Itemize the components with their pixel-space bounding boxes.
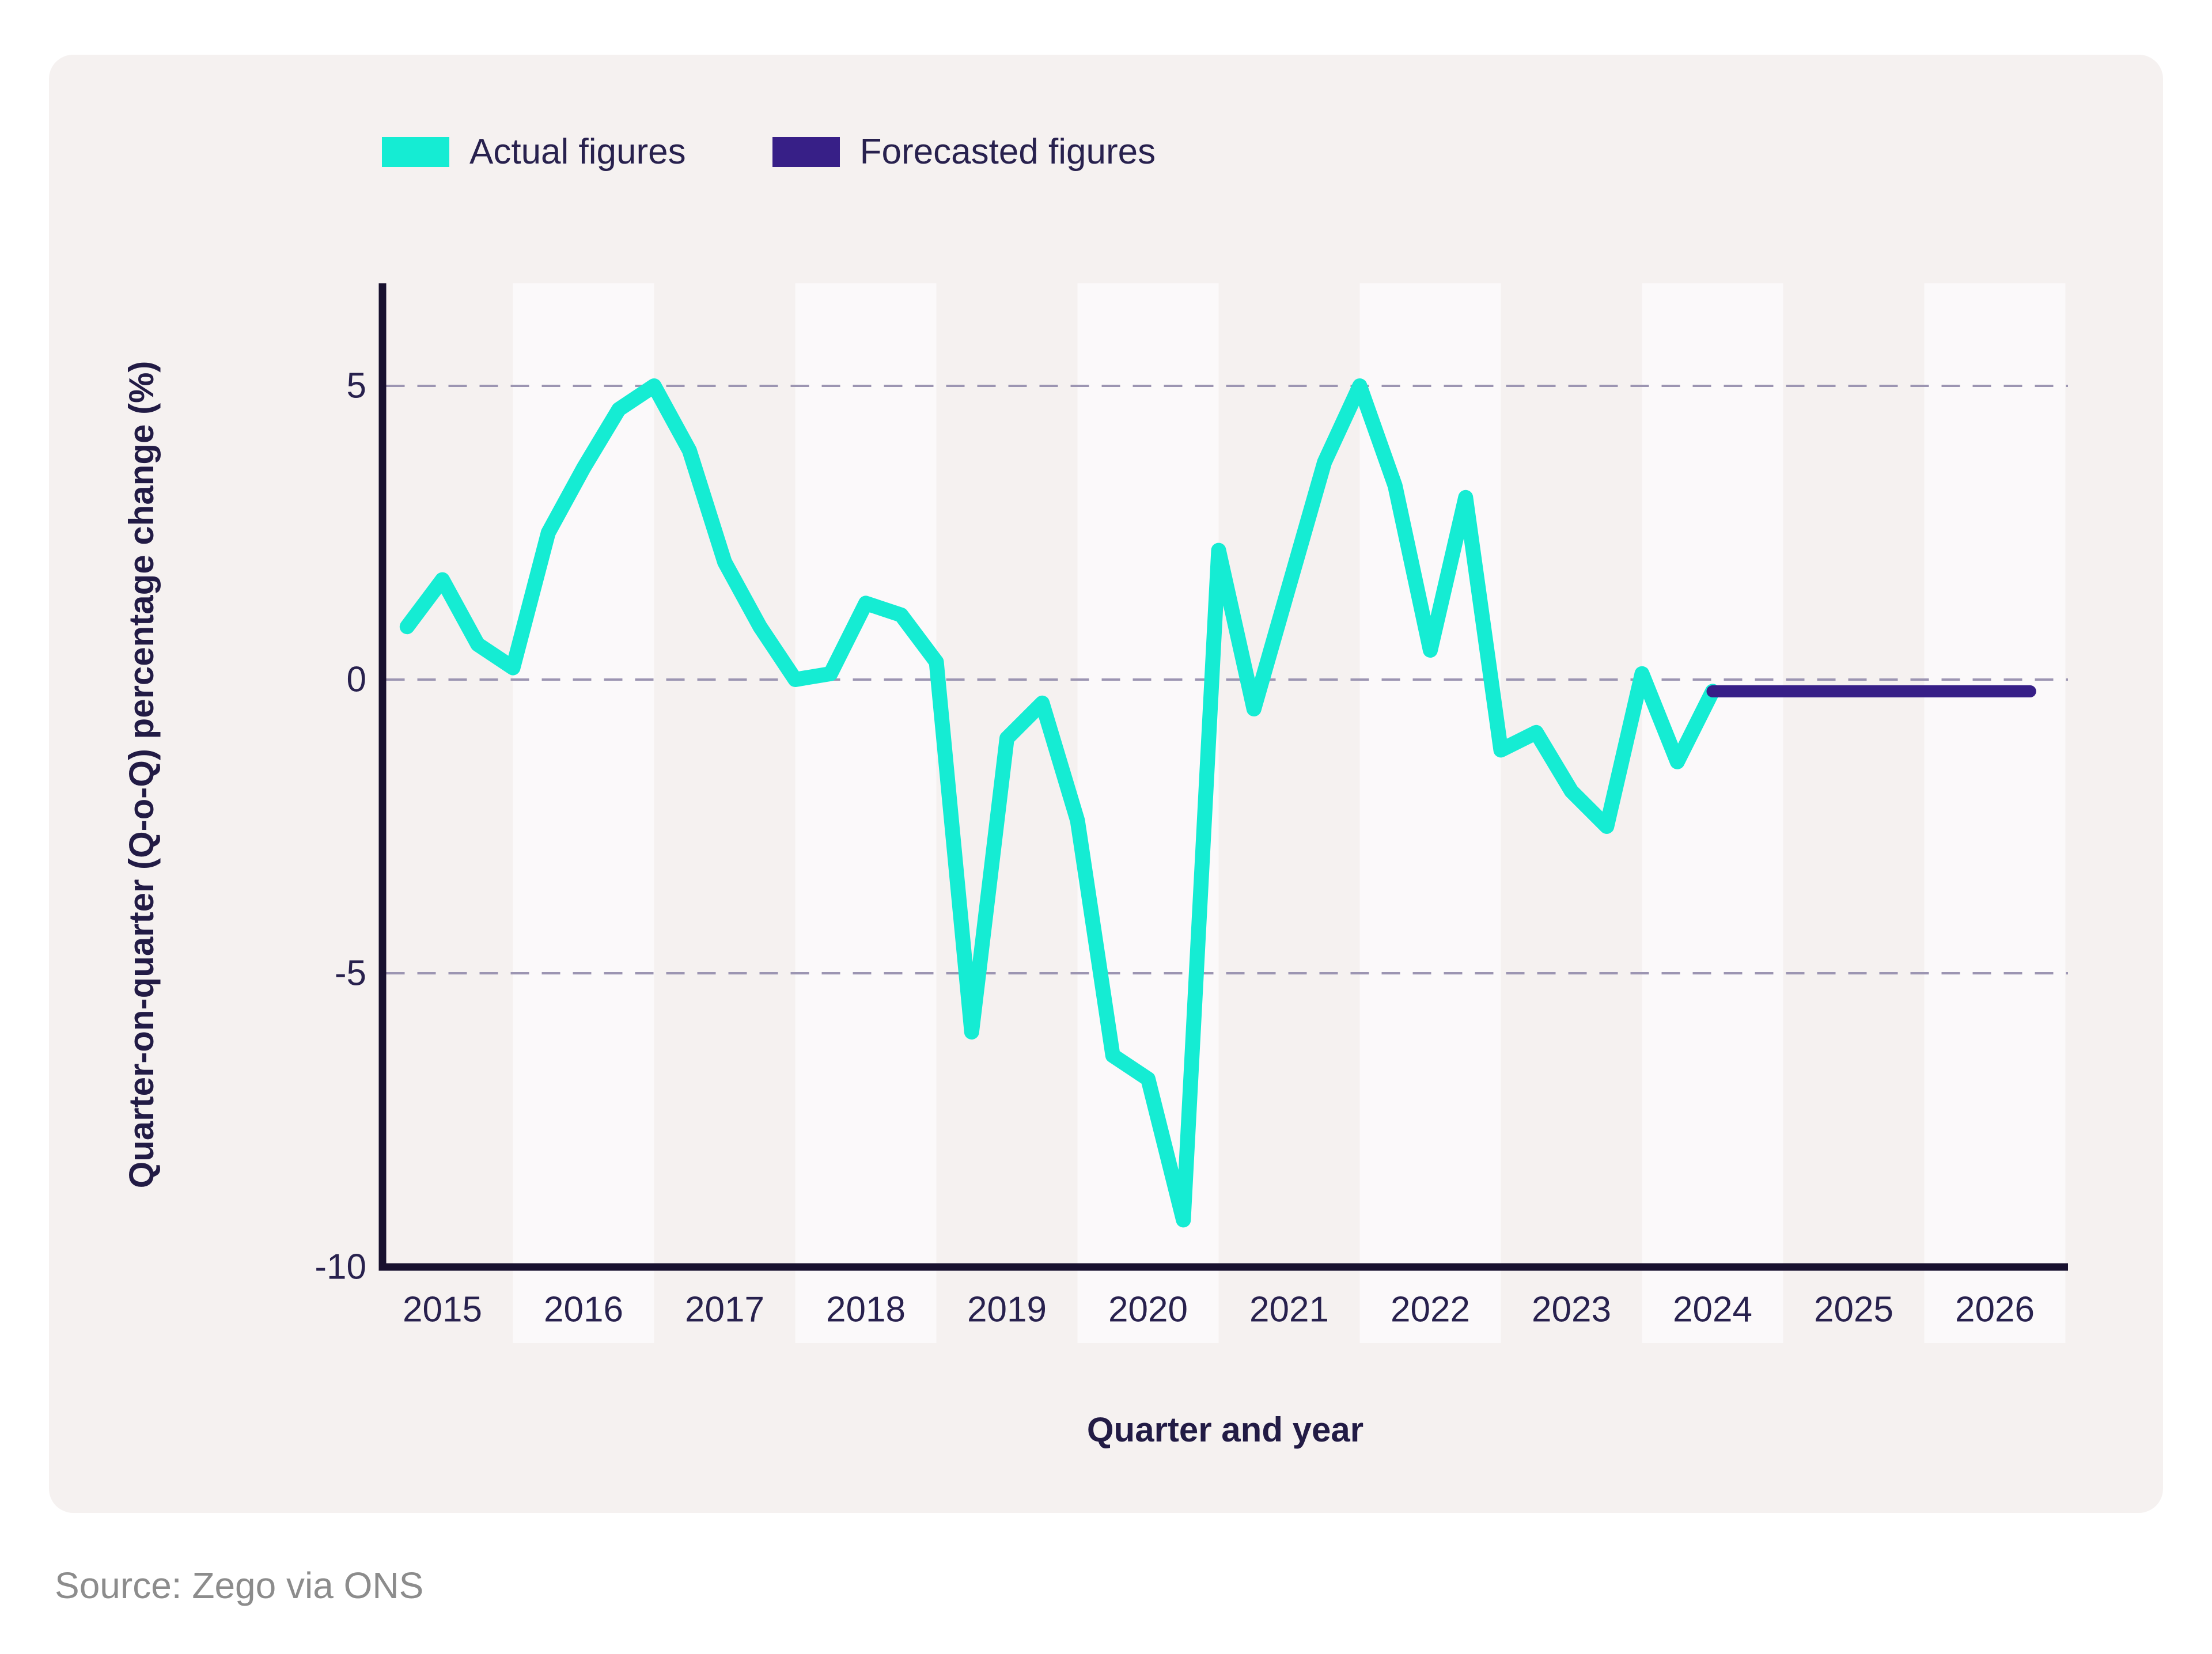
y-tick-label--5: -5 bbox=[335, 954, 366, 993]
year-band-2016 bbox=[513, 283, 654, 1343]
x-tick-label-2018: 2018 bbox=[826, 1290, 906, 1330]
x-tick-label-2024: 2024 bbox=[1673, 1290, 1752, 1330]
x-tick-label-2017: 2017 bbox=[685, 1290, 764, 1330]
x-tick-label-2025: 2025 bbox=[1814, 1290, 1893, 1330]
x-tick-label-2022: 2022 bbox=[1391, 1290, 1470, 1330]
year-band-2026 bbox=[1924, 283, 2066, 1343]
year-band-2020 bbox=[1077, 283, 1219, 1343]
legend-label-forecast: Forecasted figures bbox=[859, 132, 1156, 172]
x-tick-label-2019: 2019 bbox=[967, 1290, 1047, 1330]
legend-label-actual: Actual figures bbox=[469, 132, 686, 172]
x-tick-label-2021: 2021 bbox=[1249, 1290, 1329, 1330]
year-band-2018 bbox=[795, 283, 937, 1343]
y-tick-label-0: 0 bbox=[347, 660, 366, 700]
year-band-2024 bbox=[1642, 283, 1783, 1343]
x-tick-label-2020: 2020 bbox=[1108, 1290, 1188, 1330]
legend-item-forecast: Forecasted figures bbox=[772, 134, 1156, 170]
source-caption: Source: Zego via ONS bbox=[55, 1565, 424, 1606]
x-axis-title: Quarter and year bbox=[1086, 1410, 1364, 1449]
x-tick-label-2023: 2023 bbox=[1532, 1290, 1611, 1330]
y-tick-label-5: 5 bbox=[347, 366, 366, 406]
legend-item-actual: Actual figures bbox=[382, 134, 686, 170]
legend-swatch-forecast-icon bbox=[772, 137, 840, 167]
legend: Actual figures Forecasted figures bbox=[382, 134, 1156, 170]
series-actual-line bbox=[399, 378, 1720, 1228]
x-tick-label-2026: 2026 bbox=[1955, 1290, 2035, 1330]
legend-swatch-actual-icon bbox=[382, 137, 449, 167]
x-tick-label-2015: 2015 bbox=[403, 1290, 482, 1330]
x-tick-label-2016: 2016 bbox=[544, 1290, 623, 1330]
y-tick-label--10: -10 bbox=[315, 1247, 366, 1287]
y-axis-title: Quarter-on-quarter (Q-o-Q) percentage ch… bbox=[122, 361, 161, 1189]
